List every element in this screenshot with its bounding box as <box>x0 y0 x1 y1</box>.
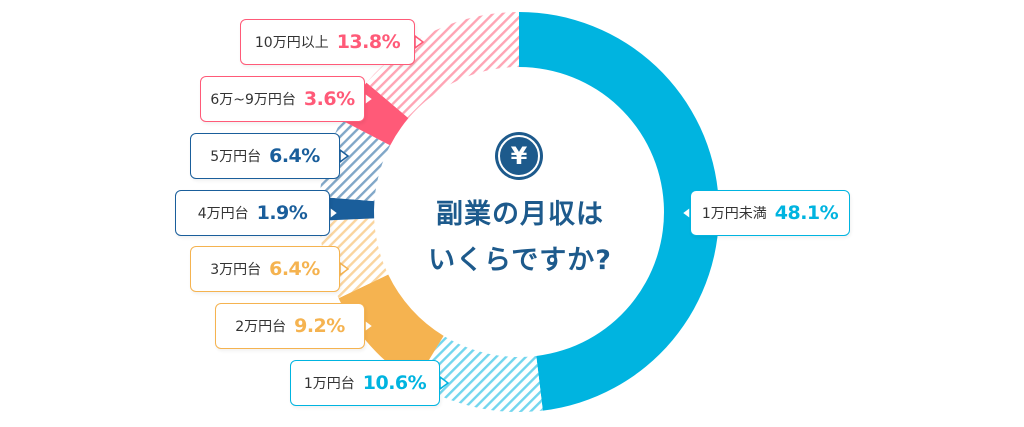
slice-2 <box>338 274 444 383</box>
yen-icon-symbol: ¥ <box>498 135 540 177</box>
slice-label-category: 5万円台 <box>210 149 262 165</box>
slice-label-category: 1万円未満 <box>701 206 767 222</box>
slice-label-7: 10万円以上 13.8% <box>240 19 415 65</box>
slice-label-value: 9.2% <box>294 315 345 337</box>
label-leaders <box>329 34 691 391</box>
slice-0 <box>519 12 719 411</box>
slice-label-category: 3万円台 <box>210 262 262 278</box>
slice-label-pointer-3 <box>339 261 350 277</box>
yen-icon: ¥ <box>495 132 543 180</box>
slice-label-2: 2万円台 9.2% <box>215 303 365 349</box>
slice-label-value: 3.6% <box>303 88 355 110</box>
slice-label-3: 3万円台 6.4% <box>190 246 340 292</box>
slice-label-category: 4万円台 <box>197 206 249 222</box>
slice-label-value: 6.4% <box>269 145 320 167</box>
slice-label-6: 6万~9万円台 3.6% <box>200 76 365 122</box>
slice-label-category: 2万円台 <box>235 319 287 335</box>
slice-label-category: 10万円以上 <box>254 35 329 51</box>
slice-label-category: 6万~9万円台 <box>210 92 296 108</box>
slice-label-5: 5万円台 6.4% <box>190 133 340 179</box>
slice-label-1: 1万円台 10.6% <box>290 360 440 406</box>
chart-title-line-1: 副業の月収は <box>436 199 604 230</box>
slice-label-category: 1万円台 <box>303 376 355 392</box>
slice-label-4: 4万円台 1.9% <box>175 190 330 236</box>
slice-7 <box>366 12 519 119</box>
slice-label-value: 13.8% <box>336 31 401 53</box>
slice-label-pointer-7 <box>414 34 425 50</box>
slice-1 <box>415 335 543 412</box>
donut-slices <box>319 12 719 412</box>
slice-label-pointer-2 <box>364 318 375 334</box>
slice-label-pointer-5 <box>339 148 350 164</box>
chart-title: 副業の月収は いくらですか? <box>400 192 640 284</box>
slice-label-value: 6.4% <box>269 258 320 280</box>
slice-label-pointer-6 <box>364 91 375 107</box>
slice-label-value: 48.1% <box>774 202 839 224</box>
slice-label-0: 1万円未満 48.1% <box>690 190 850 236</box>
slice-label-pointer-1 <box>439 375 450 391</box>
slice-label-pointer-4 <box>329 205 340 221</box>
yen-icon-text: ¥ <box>511 142 528 170</box>
slice-label-value: 10.6% <box>362 372 427 394</box>
slice-label-value: 1.9% <box>256 202 308 224</box>
chart-title-line-2: いくらですか? <box>428 245 612 276</box>
